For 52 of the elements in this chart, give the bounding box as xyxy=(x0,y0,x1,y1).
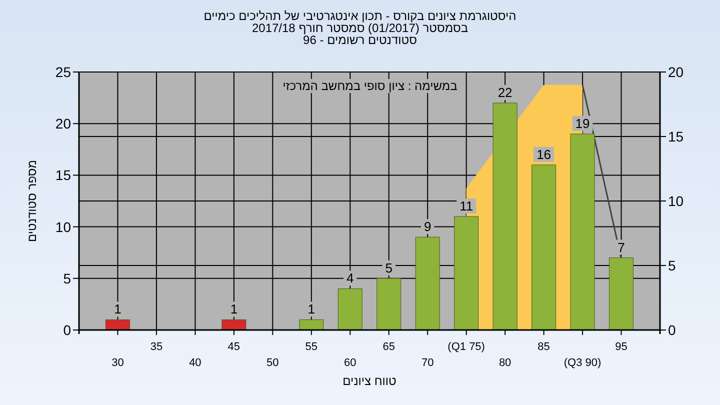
bar xyxy=(299,319,324,330)
bar xyxy=(454,216,479,330)
y-tick-label: 0 xyxy=(63,322,72,338)
x-tick-label: 50 xyxy=(266,357,279,369)
y-tick-label: 25 xyxy=(55,64,72,80)
x-tick-label: (Q1 75) xyxy=(448,341,485,353)
chart-subtitle: בסמסטר (01/2017) סמסטר חורף 2017/18 סטודנטים רשומים - 96 xyxy=(252,21,468,47)
x-tick-label: 95 xyxy=(615,341,628,353)
bar xyxy=(222,319,246,330)
x-tick-label: 60 xyxy=(344,357,356,369)
data-label: 4 xyxy=(346,270,354,286)
data-label: 16 xyxy=(536,146,552,162)
x-tick-label: 55 xyxy=(305,341,318,353)
bar xyxy=(415,236,440,330)
y2-tick-label: 5 xyxy=(668,258,676,274)
data-label: 22 xyxy=(498,84,512,100)
bar xyxy=(376,278,402,330)
data-label: 11 xyxy=(460,198,474,214)
x-tick-label: (Q3 90) xyxy=(564,357,602,369)
y2-tick-label: 10 xyxy=(668,193,684,209)
bar xyxy=(532,164,556,330)
x-tick-label: 85 xyxy=(538,341,550,353)
y2-tick-label: 15 xyxy=(668,128,684,144)
x-tick-label: 30 xyxy=(112,357,124,369)
y2-tick-label: 0 xyxy=(668,322,676,338)
data-label: 1 xyxy=(308,302,316,317)
data-label: 7 xyxy=(618,240,625,255)
bar xyxy=(105,319,130,330)
x-tick-label: 65 xyxy=(382,341,395,353)
x-tick-label: 80 xyxy=(498,357,512,369)
bar xyxy=(570,134,595,330)
x-axis-title: טווח ציונים xyxy=(342,374,397,388)
bar xyxy=(338,288,362,330)
x-tick-label: 45 xyxy=(228,341,240,353)
data-label: 1 xyxy=(114,302,122,317)
y-tick-label: 15 xyxy=(55,167,72,184)
chart-title: היסטוגרמת ציונים בקורס - תכון אינטגרטיבי של תהליכים כימיים xyxy=(204,9,516,23)
bar xyxy=(609,258,634,330)
y-tick-label: 5 xyxy=(63,270,72,286)
x-tick-label: 70 xyxy=(421,357,434,369)
data-label: 1 xyxy=(230,302,238,317)
bar xyxy=(492,102,518,330)
x-tick-label: 40 xyxy=(189,357,202,369)
data-label: 19 xyxy=(575,116,590,131)
data-label: 5 xyxy=(385,260,392,276)
y2-tick-label: 20 xyxy=(668,64,684,80)
x-tick-label: 35 xyxy=(150,341,163,353)
y-tick-label: 10 xyxy=(55,218,72,235)
data-label: 9 xyxy=(424,219,432,234)
y-tick-label: 20 xyxy=(55,116,72,132)
annotation: במשימה : ציון סופי במחשב המרכזי xyxy=(282,79,458,93)
y-axis-title: מספר סטודנטים xyxy=(25,160,39,242)
